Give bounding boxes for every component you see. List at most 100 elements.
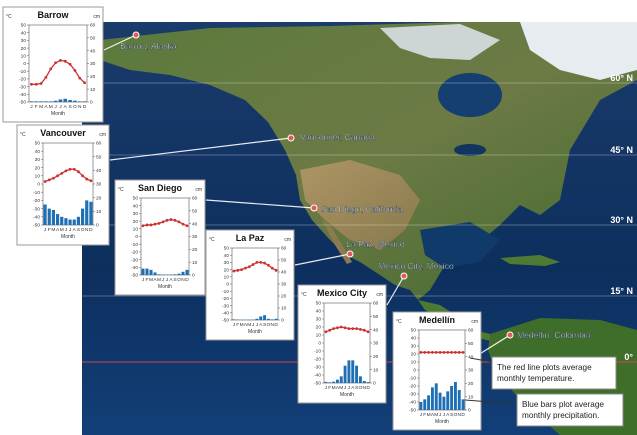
- precip-bar: [157, 274, 161, 275]
- month-tick-label: M: [240, 322, 244, 328]
- month-tick-label: F: [423, 412, 426, 418]
- precip-tick-label: 30: [90, 61, 96, 67]
- city-markers: Barrow, Alaska Vancouver, Canada San Diego…: [120, 31, 591, 340]
- precip-bar: [29, 101, 34, 102]
- chart-title: Mexico City: [317, 288, 367, 298]
- month-tick-label: J: [65, 227, 68, 233]
- chart-panel: [392, 311, 482, 431]
- precip-bar: [446, 391, 450, 410]
- precip-bar: [263, 315, 267, 320]
- temp-tick-label: -40: [222, 311, 229, 317]
- chart-title: Barrow: [37, 10, 69, 20]
- temperature-point: [240, 268, 243, 271]
- precip-tick-label: 30: [468, 368, 474, 374]
- temp-tick-label: -20: [314, 357, 321, 363]
- precip-bar: [450, 386, 454, 410]
- temperature-point: [64, 169, 68, 173]
- precip-tick-label: 50: [468, 341, 474, 347]
- month-tick-label: J: [256, 322, 259, 328]
- gulf-of-mexico: [420, 222, 500, 268]
- month-tick-label: O: [81, 227, 85, 233]
- temp-tick-label: 0: [318, 341, 321, 347]
- precip-bar: [355, 365, 359, 383]
- temp-tick-label: -50: [314, 381, 321, 387]
- month-tick-label: F: [328, 385, 331, 391]
- precip-tick-label: 20: [192, 247, 198, 253]
- temperature-point: [343, 326, 347, 330]
- precip-tick-label: 0: [373, 381, 376, 387]
- land-masses: [100, 22, 637, 435]
- chart-panel: [114, 179, 206, 296]
- precip-bar: [419, 402, 423, 410]
- red-line-callout-text: The red line plots average monthly tempe…: [497, 363, 594, 383]
- connector-line: [294, 253, 351, 266]
- hudson-bay: [438, 73, 502, 117]
- precip-bar: [343, 365, 347, 383]
- temp-tick-label: -10: [314, 349, 321, 355]
- precip-bar: [34, 101, 39, 102]
- month-tick-label: J: [325, 385, 328, 391]
- precip-bar: [89, 201, 93, 225]
- temperature-point: [169, 218, 173, 221]
- temp-unit-label: °C: [6, 14, 12, 20]
- precip-tick-label: 40: [281, 270, 287, 276]
- temperature-point: [362, 328, 366, 332]
- month-tick-label: J: [44, 227, 47, 233]
- precip-bar: [438, 392, 442, 410]
- precip-tick-label: 0: [90, 100, 93, 106]
- city-label-vancouver: Vancouver, Canada: [300, 132, 375, 142]
- month-tick-label: J: [348, 385, 351, 391]
- temp-tick-label: -40: [314, 373, 321, 379]
- temperature-point: [63, 59, 67, 63]
- temperature-point: [59, 59, 62, 62]
- temperature-point: [347, 327, 351, 330]
- temp-tick-label: -40: [19, 92, 26, 98]
- precip-tick-label: 50: [96, 154, 102, 160]
- month-tick-label: A: [431, 412, 435, 418]
- month-tick-label: D: [366, 385, 370, 391]
- month-tick-label: D: [89, 227, 93, 233]
- month-tick-label: M: [157, 277, 161, 283]
- temp-tick-label: 10: [21, 54, 27, 60]
- precip-bar: [430, 387, 434, 410]
- temp-unit-label: °C: [301, 292, 307, 298]
- month-tick-label: S: [355, 385, 358, 391]
- precip-tick-label: 0: [468, 408, 471, 414]
- temp-tick-label: 10: [224, 275, 230, 281]
- temp-tick-label: -50: [19, 100, 26, 106]
- temperature-point: [423, 351, 427, 354]
- precip-bar: [153, 272, 157, 275]
- month-tick-label: A: [56, 227, 60, 233]
- temperature-point: [434, 351, 438, 354]
- month-tick-label: O: [267, 322, 271, 328]
- month-tick-label: M: [51, 227, 55, 233]
- precip-unit-label: cm: [195, 187, 202, 193]
- temperature-point: [339, 325, 343, 329]
- month-tick-label: M: [434, 412, 438, 418]
- chart-panel: [205, 229, 295, 341]
- temp-tick-label: 10: [411, 360, 417, 366]
- temp-tick-label: -50: [222, 318, 229, 324]
- climate-chart-san-diego: San Diego°C cm50403020100-10-20-30-40-506…: [114, 179, 206, 296]
- temperature-point: [73, 69, 77, 72]
- temperature-point: [165, 218, 169, 222]
- temp-tick-label: 40: [411, 336, 417, 342]
- month-tick-label: J: [69, 227, 72, 233]
- temp-tick-label: 50: [224, 246, 230, 252]
- city-marker-mexico-city: [400, 272, 408, 280]
- precip-bar: [58, 99, 63, 102]
- temperature-point: [89, 179, 93, 183]
- month-tick-label: A: [64, 104, 68, 110]
- precip-tick-label: 60: [96, 141, 102, 147]
- temp-tick-label: 50: [133, 196, 139, 202]
- precip-tick-label: 50: [90, 36, 96, 42]
- month-axis-label: Month: [435, 419, 449, 425]
- temp-tick-label: -10: [409, 376, 416, 382]
- precip-bar: [77, 101, 82, 102]
- red-line-callout: The red line plots average monthly tempe…: [469, 356, 617, 390]
- temp-unit-label: °C: [118, 187, 124, 193]
- temp-tick-label: 20: [133, 219, 139, 225]
- temp-tick-label: -40: [131, 265, 138, 271]
- city-label-medellin: Medellín, Colombia: [517, 330, 591, 340]
- precip-bar: [442, 396, 446, 410]
